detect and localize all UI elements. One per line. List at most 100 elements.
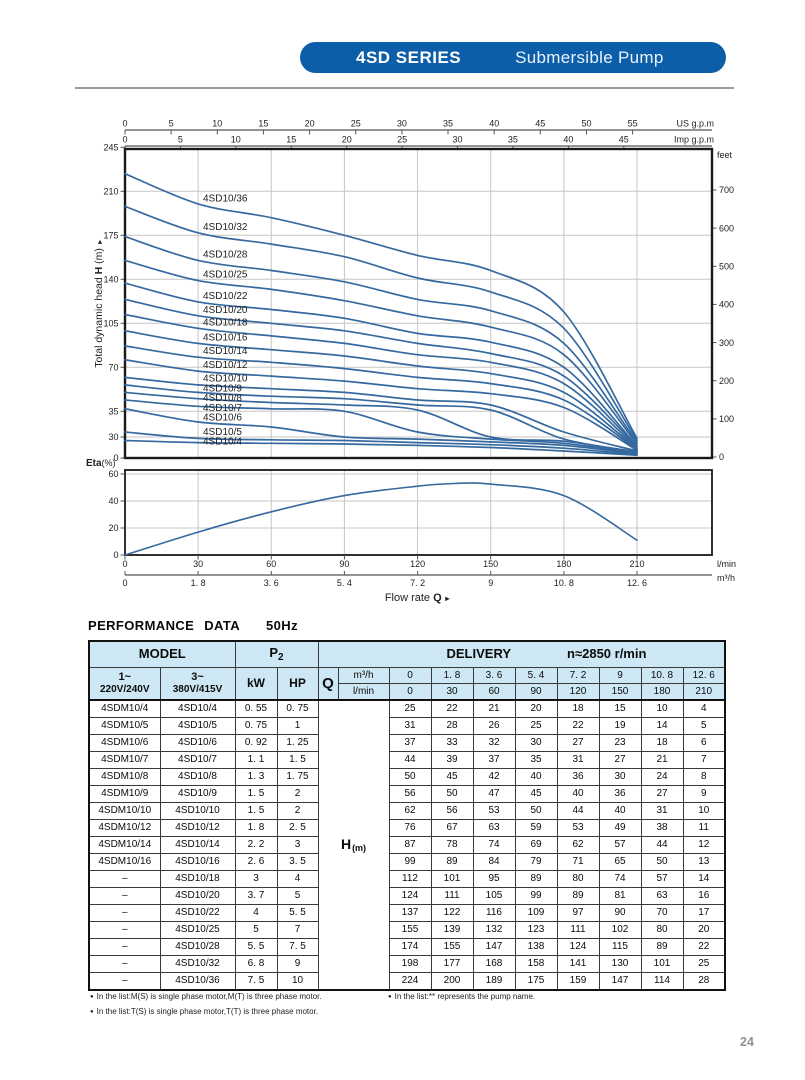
delivery-cell: 6 [682,734,726,752]
model-single-phase-cell: – [88,972,161,991]
hp-cell: 10 [276,972,319,991]
curve-label: 4SD10/18 [203,317,248,328]
feet-axis-tick-label: 500 [719,262,734,272]
lmin-tick-label: 30 [193,559,203,569]
delivery-cell: 123 [514,921,558,939]
delivery-cell: 155 [388,921,432,939]
delivery-cell: 17 [682,904,726,922]
table-row: 4SDM10/14 4SD10/14 2. 2 3 87 78 74 69 62 57 44 12 [88,836,726,854]
m3h-tick-label: 10. 8 [554,578,574,588]
head-curve [124,235,638,444]
head-axis-tick-label: 0 [113,453,118,463]
delivery-cell: 24 [640,768,684,786]
delivery-cell: 39 [430,751,474,769]
delivery-cell: 38 [640,819,684,837]
bullet-icon: ● [90,994,94,1000]
hp-cell: 3 [276,836,319,854]
flow-rate-label: Flow rate Q ► [385,592,451,604]
delivery-cell: 42 [472,768,516,786]
delivery-cell: 139 [430,921,474,939]
table-row: 4SDM10/8 4SD10/8 1. 3 1. 75 50 45 42 40 36 30 24 8 [88,768,726,786]
delivery-cell: 11 [682,819,726,837]
lmin-value: 60 [472,683,516,701]
delivery-cell: 20 [514,699,558,718]
kw-cell: 6. 8 [234,955,278,973]
kw-cell: 1. 1 [234,751,278,769]
delivery-cell: 19 [598,717,642,735]
imp-gpm-tick-label: 5 [178,135,183,145]
delivery-cell: 63 [640,887,684,905]
delivery-cell: 26 [472,717,516,735]
lmin-tick-label: 210 [629,559,644,569]
delivery-cell: 44 [640,836,684,854]
m3h-tick-label: 1. 8 [191,578,206,588]
delivery-cell: 49 [598,819,642,837]
delivery-cell: 105 [472,887,516,905]
hp-column-header: HP [276,667,319,701]
hp-cell: 1. 5 [276,751,319,769]
delivery-cell: 62 [388,802,432,820]
table-row: –4SD10/20 3. 7 5 124 111 105 99 89 81 63 16 [88,887,726,905]
kw-cell: 1. 5 [234,802,278,820]
delivery-cell: 70 [640,904,684,922]
curve-label: 4SD10/22 [203,291,248,302]
imp-gpm-tick-label: 25 [397,135,407,145]
head-axis-arrow-icon: ► [97,238,104,245]
head-axis-title: Total dynamic head H (m) ► [93,238,105,368]
lmin-value: 150 [598,683,642,701]
lmin-tick-label: 150 [483,559,498,569]
hp-cell: 7 [276,921,319,939]
model-single-phase-cell: 4SDM10/4 [88,699,161,718]
delivery-cell: 30 [598,768,642,786]
m3h-tick-label: 5. 4 [337,578,352,588]
table-row: 4SDM10/5 4SD10/5 0. 75 1 31 28 26 25 22 19 14 5 [88,717,726,735]
us-gpm-tick-label: 35 [443,119,453,129]
delivery-label: DELIVERY [446,646,512,662]
product-title: Submersible Pump [515,47,664,67]
kw-cell: 2. 6 [234,853,278,871]
lmin-value: 30 [430,683,474,701]
model-single-phase-cell: – [88,938,161,956]
model-three-phase-cell: 4SD10/9 [159,785,236,803]
delivery-cell: 158 [514,955,558,973]
delivery-cell: 23 [598,734,642,752]
head-curve [124,431,638,456]
delivery-cell: 124 [556,938,600,956]
curve-label: 4SD10/20 [203,305,248,316]
m3h-tick-label: 12. 6 [627,578,647,588]
delivery-cell: 25 [388,699,432,718]
main-chart-frame [123,147,714,460]
curve-label: 4SD10/5 [203,427,242,438]
m3h-value: 3. 6 [472,667,516,684]
feet-axis-tick-label: 200 [719,376,734,386]
model-single-phase-cell: – [88,955,161,973]
delivery-cell: 14 [640,717,684,735]
hp-cell: 4 [276,870,319,888]
delivery-cell: 31 [388,717,432,735]
imp-gpm-tick-label: 30 [452,135,462,145]
us-gpm-tick-label: 20 [305,119,315,129]
delivery-cell: 14 [682,870,726,888]
delivery-cell: 10 [640,699,684,718]
table-row: 4SDM10/12 4SD10/12 1. 8 2. 5 76 67 63 59 53 49 38 1… [88,819,726,837]
curve-label: 4SD10/12 [203,360,248,371]
delivery-cell: 27 [598,751,642,769]
delivery-cell: 25 [682,955,726,973]
curve-label: 4SD10/9 [203,383,242,394]
us-gpm-tick-label: 10 [212,119,222,129]
curve-label: 4SD10/6 [203,413,242,424]
footnote-line-2: ● In the list:T(S) is single phase motor,… [90,1007,740,1022]
m3h-tick-label: 9 [488,578,493,588]
model-three-phase-cell: 4SD10/22 [159,904,236,922]
feet-axis-tick-label: 600 [719,223,734,233]
footnote-line-1: ● In the list:M(S) is single phase motor,… [90,992,740,1007]
single-phase-column-header: 1~ 220V/240V [88,667,161,701]
us-gpm-unit-label: US g.p.m [676,119,714,129]
delivery-cell: 21 [640,751,684,769]
frequency-label: 50Hz [266,618,298,633]
delivery-cell: 37 [472,751,516,769]
delivery-cell: 101 [430,870,474,888]
delivery-cell: 89 [514,870,558,888]
delivery-cell: 22 [556,717,600,735]
delivery-cell: 50 [640,853,684,871]
